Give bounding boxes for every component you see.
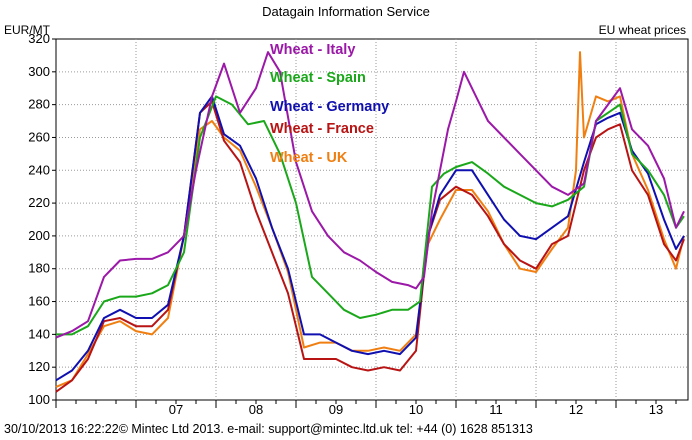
wheat-france-line	[55, 100, 685, 393]
x-tick-label: 10	[409, 402, 423, 417]
y-tick-label: 220	[28, 195, 50, 210]
x-tick-label: 07	[169, 402, 183, 417]
legend-wheat-germany: Wheat - Germany	[270, 99, 389, 115]
y-axis: 100 120 140 160 180 200 220 240 260 280 300 320	[28, 31, 56, 407]
legend-wheat-uk: Wheat - UK	[270, 150, 348, 166]
y-tick-label: 160	[28, 294, 50, 309]
service-title: Datagain Information Service	[262, 4, 430, 19]
y-tick-label: 200	[28, 228, 50, 243]
y-tick-label: 140	[28, 326, 50, 341]
y-tick-label: 260	[28, 129, 50, 144]
y-tick-label: 280	[28, 97, 50, 112]
footer-credit: 30/10/2013 16:22:22© Mintec Ltd 2013. e-…	[4, 422, 533, 436]
legend-wheat-spain: Wheat - Spain	[270, 70, 366, 86]
x-tick-label: 11	[489, 402, 503, 417]
series-lines	[55, 51, 685, 393]
chart-subject: EU wheat prices	[599, 23, 686, 37]
x-axis: 07 08 09 10 11 12 13	[55, 400, 677, 417]
legend-wheat-france: Wheat - France	[270, 121, 374, 137]
y-tick-label: 240	[28, 162, 50, 177]
legend-wheat-italy: Wheat - Italy	[270, 42, 355, 58]
wheat-italy-line	[55, 51, 685, 339]
unit-label: EUR/MT	[4, 23, 51, 37]
x-tick-label: 08	[249, 402, 263, 417]
y-tick-label: 180	[28, 261, 50, 276]
legend: Wheat - Italy Wheat - Spain Wheat - German…	[270, 42, 389, 166]
wheat-uk-line	[55, 51, 685, 388]
y-tick-label: 320	[28, 31, 50, 46]
y-tick-label: 300	[28, 64, 50, 79]
x-tick-label: 13	[649, 402, 663, 417]
x-tick-label: 09	[329, 402, 343, 417]
y-tick-label: 120	[28, 359, 50, 374]
y-tick-label: 100	[28, 392, 50, 407]
x-tick-label: 12	[569, 402, 583, 417]
plot-area	[55, 38, 689, 401]
